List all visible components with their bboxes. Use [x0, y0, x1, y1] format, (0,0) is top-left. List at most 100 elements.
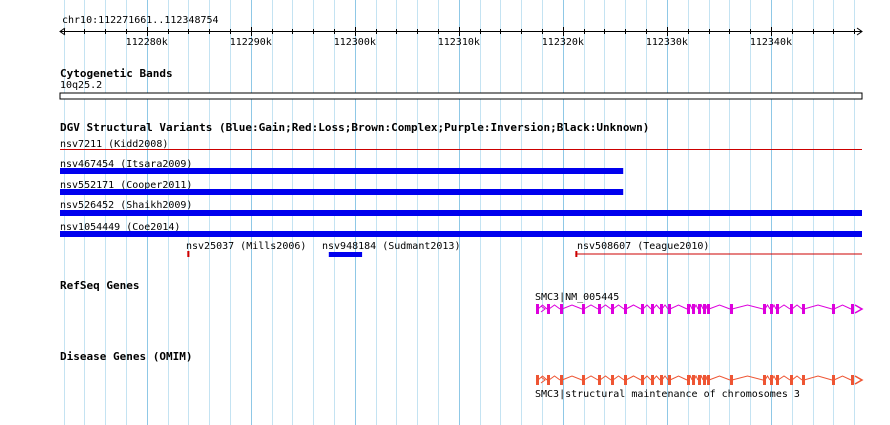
exon-block: [687, 304, 690, 314]
exon-block: [668, 304, 671, 314]
ruler-tick-label: 112310k: [438, 37, 480, 48]
intron-line: [561, 375, 583, 381]
cytoband-track-title: Cytogenetic Bands: [60, 67, 173, 80]
exon-block: [692, 304, 695, 314]
variant-bar[interactable]: [328, 252, 363, 257]
exon-block: [698, 375, 701, 385]
exon-block: [598, 304, 601, 314]
intron-line: [612, 304, 625, 310]
exon-block: [692, 375, 695, 385]
exon-block: [611, 375, 614, 385]
exon-block: [547, 304, 550, 314]
exon-block: [547, 375, 550, 385]
exon-block: [598, 375, 601, 385]
exon-block: [802, 375, 805, 385]
exon-block: [560, 304, 563, 314]
intron-line: [537, 304, 548, 310]
exon-block: [651, 304, 654, 314]
dgv-track-title: DGV Structural Variants (Blue:Gain;Red:L…: [60, 121, 650, 134]
variant-bar[interactable]: [187, 251, 190, 257]
intron-line: [803, 375, 833, 381]
intron-line: [652, 304, 661, 310]
refseq-gene-label[interactable]: SMC3|NM_005445: [535, 292, 620, 303]
exon-block: [703, 375, 706, 385]
intron-line: [669, 304, 688, 310]
intron-line: [833, 304, 852, 310]
variant-label: nsv25037 (Mills2006): [186, 241, 306, 252]
exon-block: [763, 375, 766, 385]
variant-label: nsv1054449 (Coe2014): [60, 222, 180, 233]
variant-label: nsv467454 (Itsara2009): [60, 159, 192, 170]
variant-bar[interactable]: [60, 231, 862, 237]
variant-label: nsv552171 (Cooper2011): [60, 180, 192, 191]
variant-bar-start: [575, 251, 578, 257]
strand-arrow-icon: [540, 376, 546, 384]
exon-block: [790, 304, 793, 314]
ruler-tick-label: 112280k: [126, 37, 168, 48]
ruler-tick-label: 112290k: [230, 37, 272, 48]
refseq-track-title: RefSeq Genes: [60, 279, 140, 292]
ruler-title: chr10:112271661..112348754: [62, 15, 219, 26]
intron-line: [708, 375, 731, 381]
exon-block: [851, 375, 854, 385]
ruler-left-arrow: [59, 27, 66, 36]
ruler-tick-label: 112300k: [334, 37, 376, 48]
strand-arrow-icon: [854, 304, 864, 314]
intron-line: [652, 375, 661, 381]
exon-block: [687, 375, 690, 385]
variant-label: nsv7211 (Kidd2008): [60, 139, 168, 150]
variant-bar[interactable]: [60, 189, 624, 195]
exon-block: [730, 304, 733, 314]
exon-block: [776, 304, 779, 314]
exon-block: [660, 304, 663, 314]
intron-line: [642, 375, 652, 381]
intron-line: [777, 304, 791, 310]
exon-block: [770, 375, 773, 385]
refseq-gene-model[interactable]: [536, 303, 864, 314]
intron-line: [561, 304, 583, 310]
exon-block: [851, 304, 854, 314]
intron-line: [731, 304, 764, 310]
intron-line: [731, 375, 764, 381]
exon-block: [582, 304, 585, 314]
intron-line: [599, 304, 612, 310]
exon-block: [624, 304, 627, 314]
intron-line: [625, 304, 642, 310]
intron-line: [583, 304, 599, 310]
intron-line: [833, 375, 852, 381]
omim-gene-model[interactable]: [536, 374, 864, 385]
exon-block: [641, 375, 644, 385]
intron-line: [599, 375, 612, 381]
variant-label: nsv948184 (Sudmant2013): [322, 241, 460, 252]
intron-line: [791, 375, 803, 381]
intron-line: [803, 304, 833, 310]
intron-line: [612, 375, 625, 381]
omim-gene-label[interactable]: SMC3|structural maintenance of chromosom…: [535, 389, 800, 400]
exon-block: [707, 375, 710, 385]
intron-line: [708, 304, 731, 310]
cytoband-bar[interactable]: [59, 92, 863, 100]
strand-arrow-icon: [854, 375, 864, 385]
omim-track-title: Disease Genes (OMIM): [60, 350, 193, 363]
intron-line: [548, 375, 561, 381]
strand-arrow-icon: [540, 305, 546, 313]
exon-block: [703, 304, 706, 314]
ruler-right-arrow: [856, 27, 863, 36]
exon-block: [651, 375, 654, 385]
exon-block: [832, 375, 835, 385]
exon-block: [582, 375, 585, 385]
intron-line: [669, 375, 688, 381]
exon-block: [832, 304, 835, 314]
exon-block: [611, 304, 614, 314]
intron-line: [537, 375, 548, 381]
variant-bar[interactable]: [60, 210, 862, 216]
variant-bar[interactable]: [60, 149, 862, 150]
exon-block: [624, 375, 627, 385]
exon-block: [698, 304, 701, 314]
intron-line: [791, 304, 803, 310]
variant-bar[interactable]: [575, 253, 862, 255]
exon-block: [641, 304, 644, 314]
variant-bar[interactable]: [60, 168, 624, 174]
